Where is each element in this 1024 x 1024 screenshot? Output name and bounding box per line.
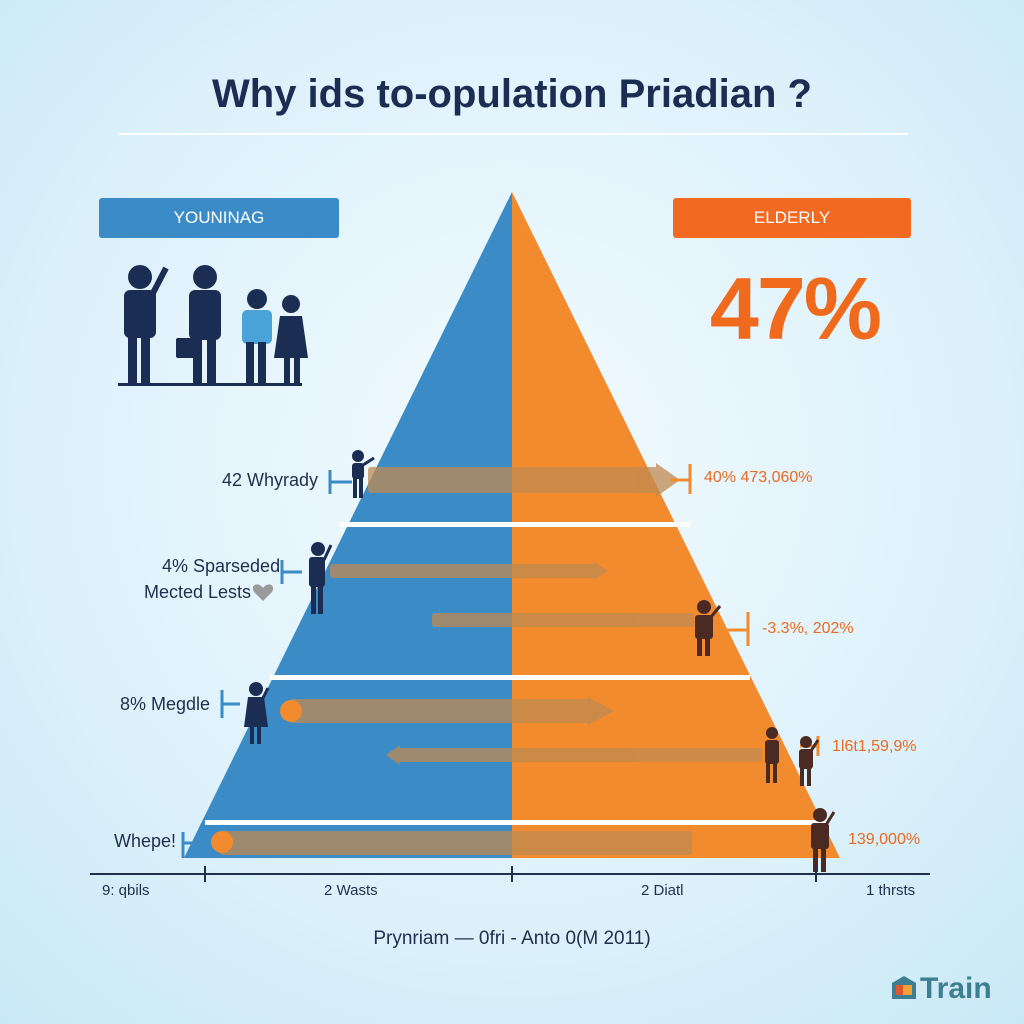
youth-badge: YOUNINAG xyxy=(99,198,339,238)
flow-arrow xyxy=(330,564,598,578)
person-icon xyxy=(244,682,270,744)
flow-dot xyxy=(280,700,302,722)
left-label: Whepe! xyxy=(114,831,177,851)
flow-arrowhead xyxy=(594,562,608,580)
elderly-badge: ELDERLY xyxy=(673,198,911,238)
divider-band xyxy=(340,522,690,527)
flow-arrow xyxy=(368,467,658,493)
right-bracket xyxy=(670,464,692,494)
divider-band xyxy=(270,675,750,680)
heart-icon xyxy=(252,584,274,601)
train-logo-icon xyxy=(892,976,916,999)
person-icon xyxy=(309,542,333,614)
axis-label: 2 Wasts xyxy=(324,882,378,899)
source-caption: Prynriam — 0fri - Anto 0(M 2011) xyxy=(373,928,651,949)
right-bracket xyxy=(722,612,750,646)
left-bracket xyxy=(181,832,200,858)
flow-arrowhead xyxy=(386,745,400,765)
flow-arrow xyxy=(398,748,762,762)
axis-label: 2 Diatl xyxy=(641,882,684,899)
elderly-percent: 47% xyxy=(709,259,882,358)
right-label: -3.3%, 202% xyxy=(762,620,854,637)
flow-arrow xyxy=(290,699,590,723)
person-icon xyxy=(765,727,779,783)
title-divider xyxy=(118,133,908,135)
person-icon xyxy=(799,736,820,786)
flow-arrow xyxy=(220,831,692,855)
axis-label: 1 thrsts xyxy=(866,882,916,899)
family-icon xyxy=(118,265,308,386)
flow-arrowhead xyxy=(656,463,680,497)
person-icon xyxy=(695,600,722,656)
page-title: Why ids to-opulation Priadian ? xyxy=(212,72,812,116)
flow-dot xyxy=(211,831,233,853)
left-label: 42 Whyrady xyxy=(222,470,319,490)
right-label: 1l6t1,59,9% xyxy=(832,738,917,755)
left-bracket xyxy=(220,690,240,718)
person-icon xyxy=(352,450,375,498)
left-label: 4% Sparseded xyxy=(162,556,281,576)
left-bracket xyxy=(328,470,352,494)
right-label: 139,000% xyxy=(848,831,921,848)
person-icon xyxy=(811,808,836,872)
right-label: 40% 473,060% xyxy=(704,469,813,486)
axis-label: 9: qbils xyxy=(102,882,150,899)
brand-name: Train xyxy=(920,972,992,1005)
flow-arrow xyxy=(432,613,694,627)
left-label: Mected Lests xyxy=(144,582,252,602)
flow-arrowhead xyxy=(588,697,614,725)
divider-band xyxy=(205,820,825,825)
left-label: 8% Megdle xyxy=(120,694,211,714)
brand-logo: Train xyxy=(888,972,992,1006)
left-bracket xyxy=(280,560,302,584)
